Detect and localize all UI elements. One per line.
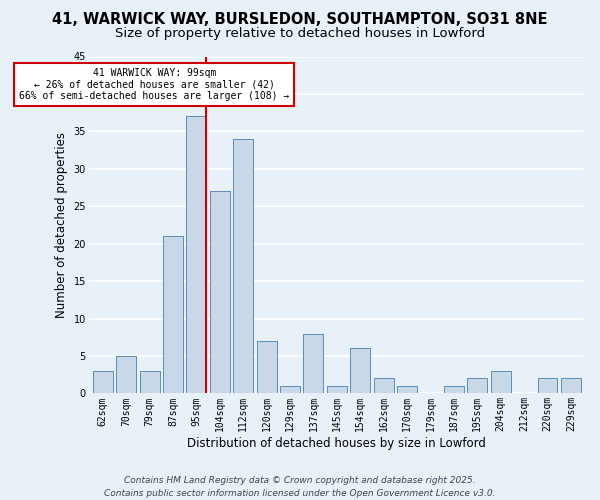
Bar <box>257 341 277 394</box>
Text: 41 WARWICK WAY: 99sqm
← 26% of detached houses are smaller (42)
66% of semi-deta: 41 WARWICK WAY: 99sqm ← 26% of detached … <box>19 68 289 101</box>
Text: Size of property relative to detached houses in Lowford: Size of property relative to detached ho… <box>115 28 485 40</box>
Bar <box>163 236 183 394</box>
Text: Contains HM Land Registry data © Crown copyright and database right 2025.
Contai: Contains HM Land Registry data © Crown c… <box>104 476 496 498</box>
Text: 41, WARWICK WAY, BURSLEDON, SOUTHAMPTON, SO31 8NE: 41, WARWICK WAY, BURSLEDON, SOUTHAMPTON,… <box>52 12 548 28</box>
Y-axis label: Number of detached properties: Number of detached properties <box>55 132 68 318</box>
Bar <box>397 386 417 394</box>
Bar <box>116 356 136 394</box>
Bar <box>210 192 230 394</box>
Bar <box>93 371 113 394</box>
Bar <box>561 378 581 394</box>
Bar <box>374 378 394 394</box>
Bar <box>350 348 370 394</box>
Bar <box>187 116 206 394</box>
Bar <box>304 334 323 394</box>
Bar <box>491 371 511 394</box>
Bar <box>467 378 487 394</box>
Bar <box>140 371 160 394</box>
Bar <box>233 139 253 394</box>
X-axis label: Distribution of detached houses by size in Lowford: Distribution of detached houses by size … <box>187 437 486 450</box>
Bar <box>538 378 557 394</box>
Bar <box>280 386 300 394</box>
Bar <box>327 386 347 394</box>
Bar <box>444 386 464 394</box>
